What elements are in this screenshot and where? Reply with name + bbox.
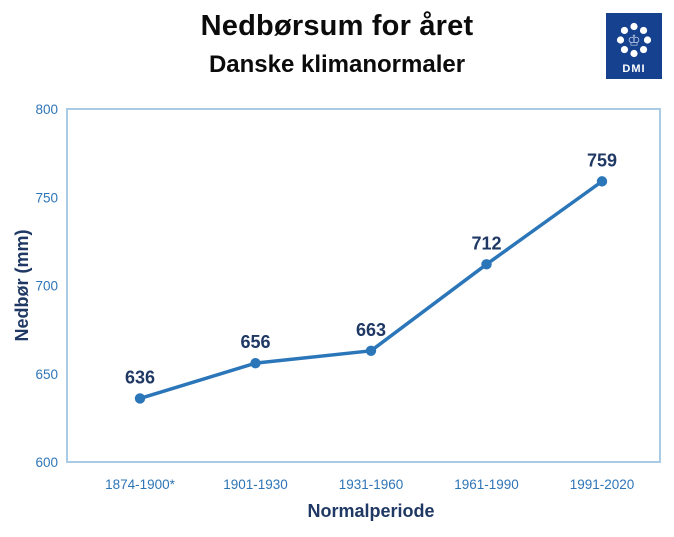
data-point-label: 636 — [125, 367, 155, 387]
y-tick-label: 750 — [35, 190, 58, 205]
data-point-marker — [596, 176, 608, 187]
x-tick-label: 1961-1990 — [454, 477, 519, 492]
y-axis-tick-labels: 600 650 700 750 800 — [35, 102, 58, 470]
data-point-label: 712 — [471, 233, 501, 253]
crown-icon: ♔ — [627, 33, 640, 50]
x-tick-label: 1901-1930 — [223, 477, 288, 492]
dmi-logo: ♔ DMI — [606, 13, 662, 79]
plot-area — [66, 108, 661, 463]
data-point-marker — [365, 345, 377, 357]
y-tick-label: 800 — [35, 102, 58, 117]
x-tick-label: 1931-1960 — [339, 477, 404, 492]
dmi-logo-graphic: ♔ DMI — [606, 13, 662, 79]
y-tick-label: 700 — [35, 279, 58, 294]
precipitation-series — [134, 176, 608, 404]
data-point-marker — [250, 357, 261, 369]
data-point-label: 656 — [240, 332, 270, 352]
data-point-marker — [134, 393, 146, 404]
y-tick-label: 600 — [35, 455, 58, 470]
data-point-label: 759 — [587, 150, 617, 170]
data-point-label: 663 — [356, 320, 386, 340]
x-tick-label: 1991-2020 — [570, 477, 635, 492]
logo-dot-ring — [616, 22, 652, 58]
y-tick-label: 650 — [35, 367, 58, 382]
x-axis-title: Normalperiode — [307, 501, 434, 521]
data-point-marker — [481, 259, 492, 270]
chart-subtitle: Danske klimanormaler — [208, 51, 466, 78]
x-tick-label: 1874-1900* — [105, 477, 176, 492]
y-axis-title: Nedbør (mm) — [12, 229, 32, 341]
chart-title: Nedbørsum for året — [200, 10, 474, 42]
x-axis-tick-labels: 1874-1900* 1901-1930 1931-1960 1961-1990 199… — [105, 477, 634, 492]
data-point-labels: 636 656 663 712 759 — [125, 150, 617, 387]
logo-text: DMI — [622, 63, 645, 75]
